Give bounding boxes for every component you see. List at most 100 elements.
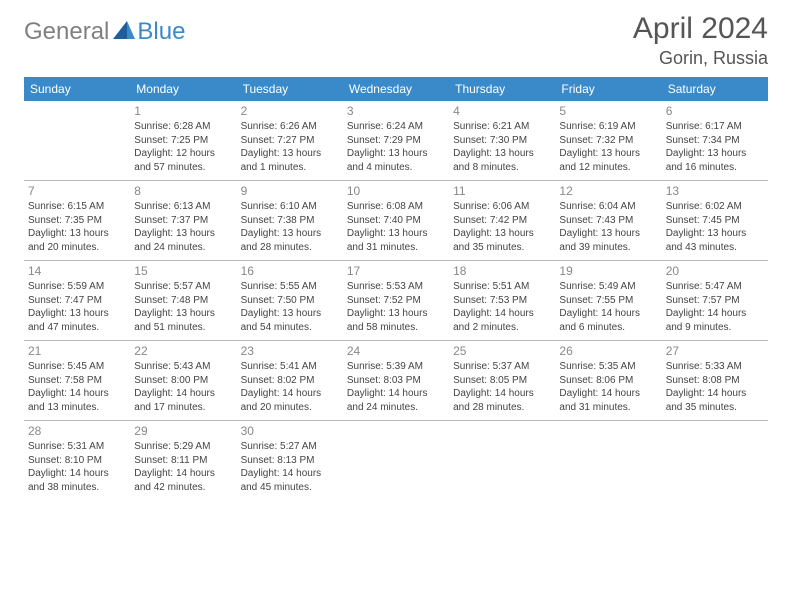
daylight-text-2: and 12 minutes.: [559, 161, 657, 175]
sunrise-text: Sunrise: 5:57 AM: [134, 280, 232, 294]
sunrise-text: Sunrise: 5:49 AM: [559, 280, 657, 294]
sunrise-text: Sunrise: 5:51 AM: [453, 280, 551, 294]
calendar-cell: 30Sunrise: 5:27 AMSunset: 8:13 PMDayligh…: [237, 421, 343, 501]
sunset-text: Sunset: 7:48 PM: [134, 294, 232, 308]
sunset-text: Sunset: 7:25 PM: [134, 134, 232, 148]
sunrise-text: Sunrise: 6:24 AM: [347, 120, 445, 134]
day-details: Sunrise: 5:29 AMSunset: 8:11 PMDaylight:…: [134, 440, 232, 494]
day-details: Sunrise: 5:35 AMSunset: 8:06 PMDaylight:…: [559, 360, 657, 414]
sunset-text: Sunset: 8:05 PM: [453, 374, 551, 388]
sunset-text: Sunset: 7:58 PM: [28, 374, 126, 388]
calendar-cell: 7Sunrise: 6:15 AMSunset: 7:35 PMDaylight…: [24, 181, 130, 261]
calendar-cell: 4 Sunrise: 6:21 AMSunset: 7:30 PMDaylight…: [449, 101, 555, 181]
day-number: 27: [666, 344, 764, 358]
sunset-text: Sunset: 7:52 PM: [347, 294, 445, 308]
day-number: 20: [666, 264, 764, 278]
calendar-cell: 9Sunrise: 6:10 AMSunset: 7:38 PMDaylight…: [237, 181, 343, 261]
daylight-text-1: Daylight: 14 hours: [28, 467, 126, 481]
calendar-cell: 24 Sunrise: 5:39 AMSunset: 8:03 PMDayligh…: [343, 341, 449, 421]
day-details: Sunrise: 5:45 AMSunset: 7:58 PMDaylight:…: [28, 360, 126, 414]
calendar-cell: 21Sunrise: 5:45 AMSunset: 7:58 PMDayligh…: [24, 341, 130, 421]
day-details: Sunrise: 5:27 AMSunset: 8:13 PMDaylight:…: [241, 440, 339, 494]
sunset-text: Sunset: 7:32 PM: [559, 134, 657, 148]
sunset-text: Sunset: 8:03 PM: [347, 374, 445, 388]
daylight-text-2: and 9 minutes.: [666, 321, 764, 335]
daylight-text-1: Daylight: 13 hours: [347, 227, 445, 241]
calendar-cell: 18Sunrise: 5:51 AMSunset: 7:53 PMDayligh…: [449, 261, 555, 341]
sunset-text: Sunset: 8:13 PM: [241, 454, 339, 468]
calendar-cell: [662, 421, 768, 501]
daylight-text-1: Daylight: 14 hours: [28, 387, 126, 401]
daylight-text-1: Daylight: 14 hours: [666, 307, 764, 321]
sunset-text: Sunset: 7:40 PM: [347, 214, 445, 228]
calendar-cell: 23 Sunrise: 5:41 AMSunset: 8:02 PMDayligh…: [237, 341, 343, 421]
sunrise-text: Sunrise: 5:55 AM: [241, 280, 339, 294]
daylight-text-1: Daylight: 13 hours: [347, 147, 445, 161]
calendar-page: General Blue April 2024 Gorin, Russia Su…: [0, 0, 792, 512]
day-details: Sunrise: 5:33 AMSunset: 8:08 PMDaylight:…: [666, 360, 764, 414]
calendar-cell: 13 Sunrise: 6:02 AMSunset: 7:45 PMDayligh…: [662, 181, 768, 261]
daylight-text-2: and 8 minutes.: [453, 161, 551, 175]
day-number: 6: [666, 104, 764, 118]
calendar-cell: 16Sunrise: 5:55 AMSunset: 7:50 PMDayligh…: [237, 261, 343, 341]
day-details: Sunrise: 6:19 AMSunset: 7:32 PMDaylight:…: [559, 120, 657, 174]
daylight-text-1: Daylight: 13 hours: [134, 227, 232, 241]
day-details: Sunrise: 5:57 AMSunset: 7:48 PMDaylight:…: [134, 280, 232, 334]
day-details: Sunrise: 6:02 AMSunset: 7:45 PMDaylight:…: [666, 200, 764, 254]
day-number: 25: [453, 344, 551, 358]
daylight-text-2: and 24 minutes.: [347, 401, 445, 415]
sunset-text: Sunset: 8:10 PM: [28, 454, 126, 468]
daylight-text-1: Daylight: 14 hours: [241, 387, 339, 401]
sunrise-text: Sunrise: 6:26 AM: [241, 120, 339, 134]
sunrise-text: Sunrise: 6:28 AM: [134, 120, 232, 134]
day-details: Sunrise: 5:39 AMSunset: 8:03 PMDaylight:…: [347, 360, 445, 414]
day-details: Sunrise: 6:21 AMSunset: 7:30 PMDaylight:…: [453, 120, 551, 174]
day-details: Sunrise: 6:10 AMSunset: 7:38 PMDaylight:…: [241, 200, 339, 254]
sunset-text: Sunset: 7:45 PM: [666, 214, 764, 228]
daylight-text-2: and 28 minutes.: [453, 401, 551, 415]
day-details: Sunrise: 5:53 AMSunset: 7:52 PMDaylight:…: [347, 280, 445, 334]
sunrise-text: Sunrise: 5:53 AM: [347, 280, 445, 294]
sunrise-text: Sunrise: 6:10 AM: [241, 200, 339, 214]
daylight-text-1: Daylight: 13 hours: [453, 147, 551, 161]
day-details: Sunrise: 6:28 AMSunset: 7:25 PMDaylight:…: [134, 120, 232, 174]
calendar-table: Sunday Monday Tuesday Wednesday Thursday…: [24, 77, 768, 500]
daylight-text-2: and 58 minutes.: [347, 321, 445, 335]
day-details: Sunrise: 5:31 AMSunset: 8:10 PMDaylight:…: [28, 440, 126, 494]
sunset-text: Sunset: 7:30 PM: [453, 134, 551, 148]
calendar-cell: 12Sunrise: 6:04 AMSunset: 7:43 PMDayligh…: [555, 181, 661, 261]
day-header: Wednesday: [343, 77, 449, 101]
day-number: 2: [241, 104, 339, 118]
day-number: 13: [666, 184, 764, 198]
sunset-text: Sunset: 7:43 PM: [559, 214, 657, 228]
sunrise-text: Sunrise: 6:15 AM: [28, 200, 126, 214]
daylight-text-1: Daylight: 14 hours: [241, 467, 339, 481]
day-number: 24: [347, 344, 445, 358]
day-details: Sunrise: 6:13 AMSunset: 7:37 PMDaylight:…: [134, 200, 232, 254]
day-number: 14: [28, 264, 126, 278]
day-details: Sunrise: 5:59 AMSunset: 7:47 PMDaylight:…: [28, 280, 126, 334]
calendar-cell: 2 Sunrise: 6:26 AMSunset: 7:27 PMDaylight…: [237, 101, 343, 181]
day-details: Sunrise: 5:41 AMSunset: 8:02 PMDaylight:…: [241, 360, 339, 414]
daylight-text-2: and 1 minutes.: [241, 161, 339, 175]
day-header: Thursday: [449, 77, 555, 101]
daylight-text-2: and 35 minutes.: [666, 401, 764, 415]
daylight-text-2: and 31 minutes.: [559, 401, 657, 415]
day-header: Sunday: [24, 77, 130, 101]
sunset-text: Sunset: 8:02 PM: [241, 374, 339, 388]
day-number: 18: [453, 264, 551, 278]
title-block: April 2024 Gorin, Russia: [633, 12, 768, 69]
day-details: Sunrise: 6:26 AMSunset: 7:27 PMDaylight:…: [241, 120, 339, 174]
day-number: 3: [347, 104, 445, 118]
calendar-cell: 19Sunrise: 5:49 AMSunset: 7:55 PMDayligh…: [555, 261, 661, 341]
sunrise-text: Sunrise: 5:27 AM: [241, 440, 339, 454]
day-number: 29: [134, 424, 232, 438]
day-number: 23: [241, 344, 339, 358]
calendar-cell: 14 Sunrise: 5:59 AMSunset: 7:47 PMDayligh…: [24, 261, 130, 341]
calendar-cell: 28Sunrise: 5:31 AMSunset: 8:10 PMDayligh…: [24, 421, 130, 501]
sunrise-text: Sunrise: 6:13 AM: [134, 200, 232, 214]
sunset-text: Sunset: 7:27 PM: [241, 134, 339, 148]
day-number: 4: [453, 104, 551, 118]
daylight-text-2: and 42 minutes.: [134, 481, 232, 495]
calendar-cell: 11Sunrise: 6:06 AMSunset: 7:42 PMDayligh…: [449, 181, 555, 261]
